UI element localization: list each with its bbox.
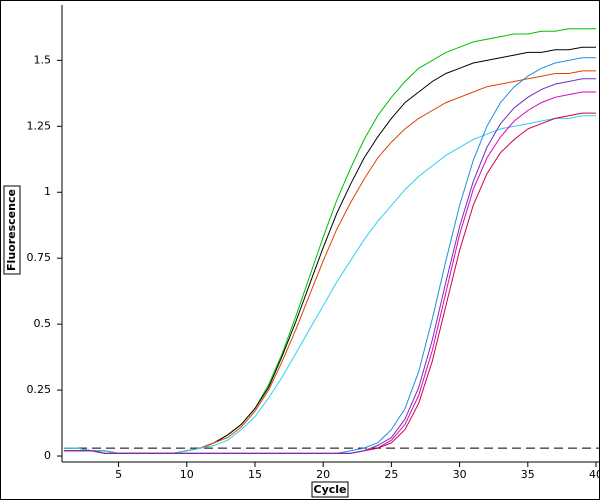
y-tick-label: 0.5: [34, 317, 52, 330]
y-tick-label: 0.75: [27, 251, 52, 264]
y-tick-label: 1.5: [34, 53, 52, 66]
x-tick-label: 10: [180, 468, 194, 481]
x-title-box: [311, 481, 349, 498]
x-tick-label: 35: [521, 468, 535, 481]
x-tick-label: 25: [384, 468, 398, 481]
x-tick-label: 5: [115, 468, 122, 481]
x-axis-title: Cycle: [314, 483, 347, 496]
y-tick-label: 0.25: [27, 383, 52, 396]
x-tick-label: 30: [453, 468, 467, 481]
y-title-box: [3, 185, 21, 275]
y-tick-label: 1.25: [27, 119, 52, 132]
x-tick-label: 40: [589, 468, 600, 481]
curve: [64, 78, 596, 454]
y-tick-label: 0: [44, 449, 51, 462]
y-tick-label: 1: [44, 185, 51, 198]
x-tick-label: 20: [316, 468, 330, 481]
y-axis-title: Fluorescence: [5, 189, 18, 271]
x-tick-label: 15: [248, 468, 262, 481]
